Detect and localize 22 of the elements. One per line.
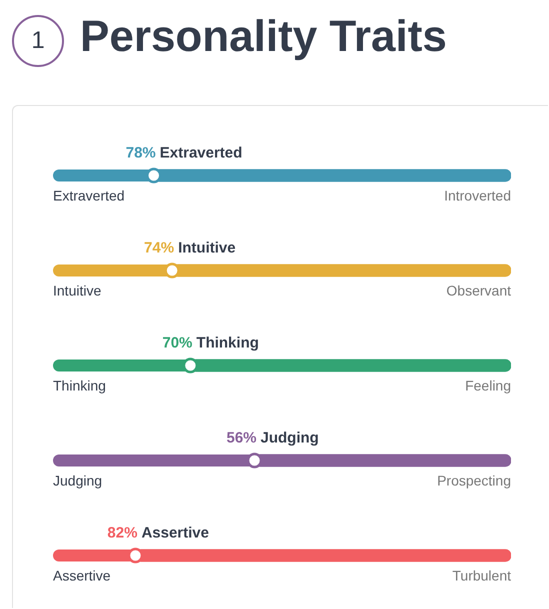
category-label: Intuitive (53, 282, 102, 298)
category-label: Assertive (53, 567, 111, 584)
category-label: Assertive (141, 524, 209, 542)
category-label: Judging (53, 472, 102, 488)
category-label: Prospecting (437, 472, 511, 488)
data-label: 70% (162, 334, 192, 352)
data-label: 78% (126, 144, 156, 162)
category-label: Thinking (53, 377, 106, 394)
category-label: Extraverted (160, 144, 242, 162)
category-label: Observant (446, 282, 511, 298)
data-label: 82% (107, 524, 138, 542)
text: 1 (12, 15, 64, 67)
category-label: Intuitive (178, 240, 236, 257)
category-label: Turbulent (452, 567, 511, 584)
category-label: Judging (260, 430, 319, 447)
category-label: Introverted (444, 187, 511, 204)
category-label: Feeling (465, 377, 511, 394)
data-label: 56% (226, 430, 257, 447)
category-label: Extraverted (53, 187, 125, 204)
category-label: Thinking (196, 334, 259, 352)
text: Personality Traits (80, 12, 447, 62)
data-label: 74% (144, 240, 174, 257)
